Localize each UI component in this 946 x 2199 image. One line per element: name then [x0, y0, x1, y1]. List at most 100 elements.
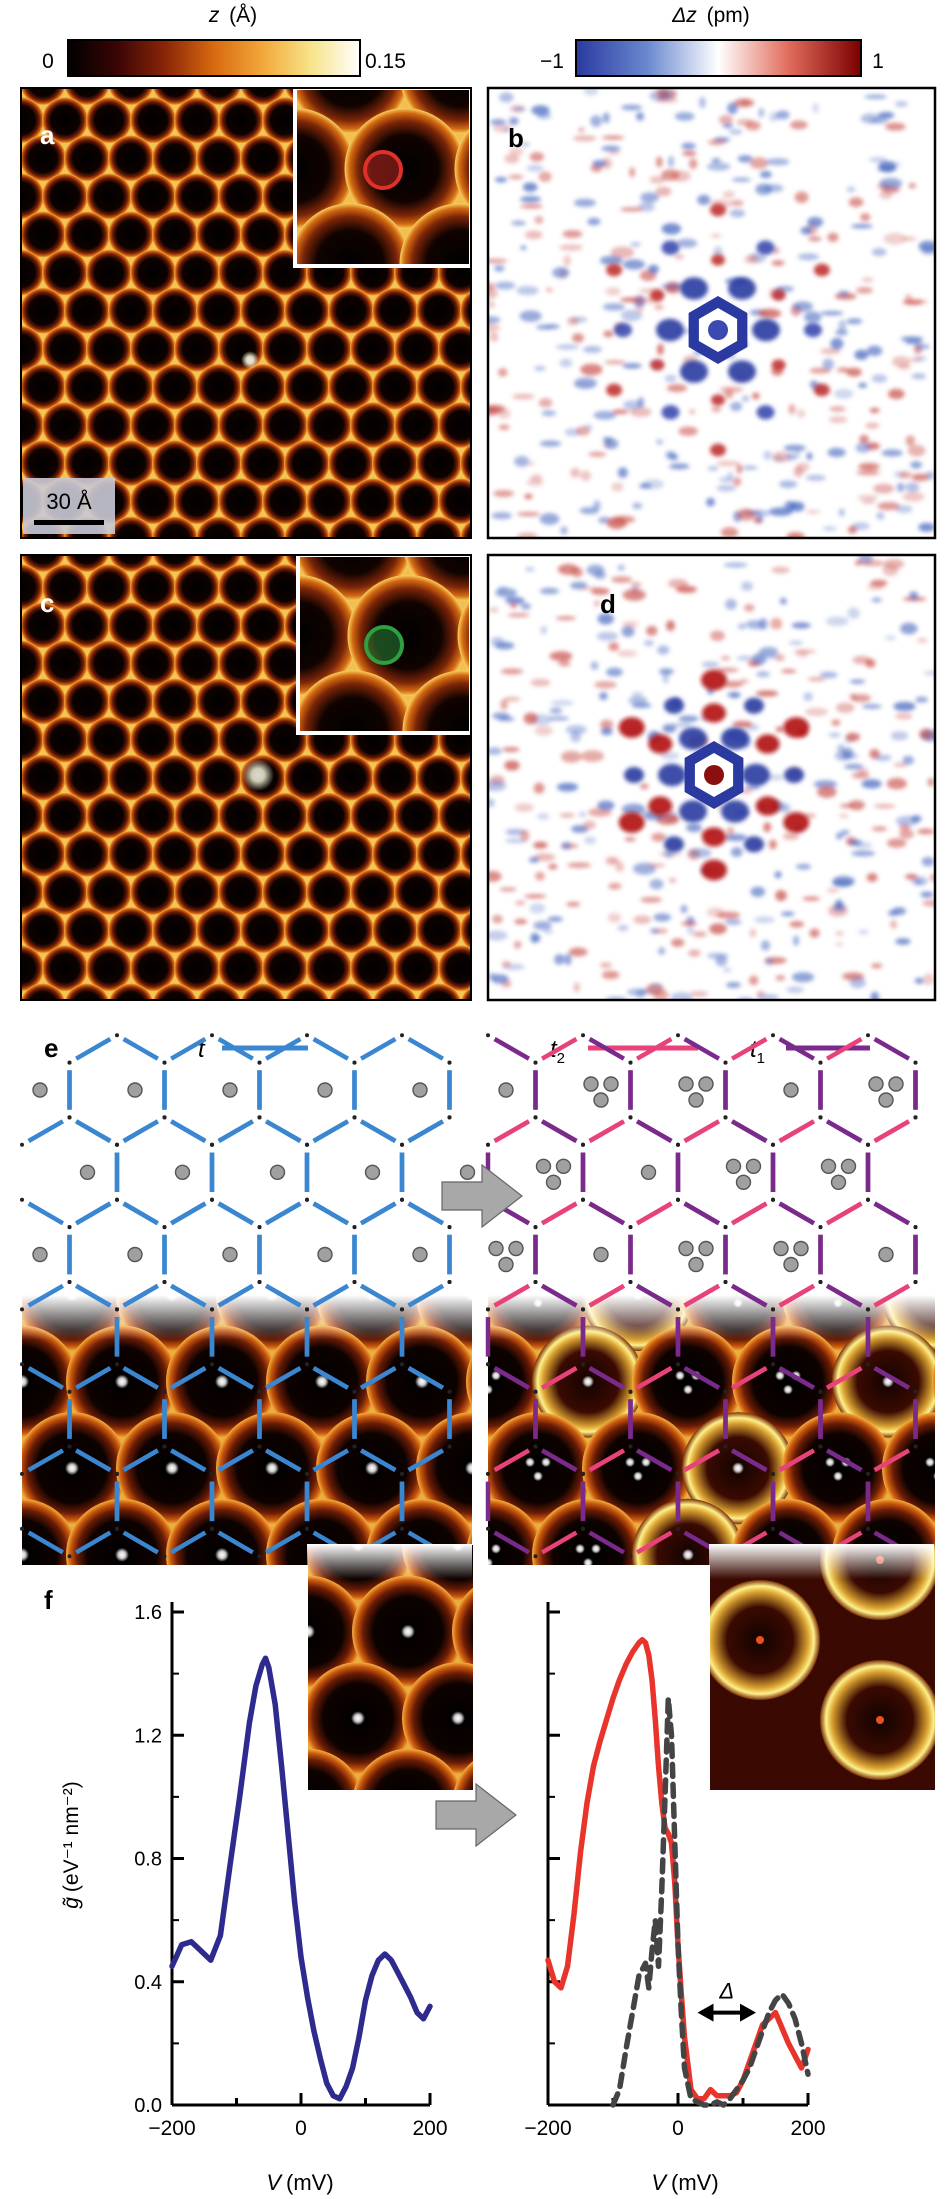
lattice-hole	[328, 440, 374, 487]
noise-blob	[758, 107, 765, 118]
noise-blob	[879, 190, 893, 200]
noise-blob	[730, 401, 743, 412]
lattice-hole	[416, 364, 462, 410]
noise-blob	[808, 236, 822, 242]
noise-blob	[869, 407, 880, 414]
y-tick-label: 0.4	[134, 1972, 162, 1994]
noise-blob	[519, 195, 542, 203]
noise-blob	[886, 838, 907, 848]
x-tick-label: −200	[524, 2117, 571, 2140]
lattice-hole	[240, 287, 286, 334]
co-molecule	[583, 1211, 593, 1221]
lattice-hole	[42, 716, 88, 763]
hopping-bond	[588, 1283, 626, 1308]
noise-blob	[854, 560, 863, 566]
noise-blob	[831, 719, 841, 726]
lattice-hole	[174, 792, 220, 839]
lattice-site	[866, 1197, 870, 1202]
noise-blob	[628, 696, 648, 705]
colorbar-right-bar	[575, 39, 862, 77]
co-molecule	[351, 1711, 365, 1726]
noise-blob	[520, 204, 544, 209]
ldos-hole	[632, 1325, 744, 1438]
ring-lobe	[784, 767, 804, 783]
lattice-hole	[416, 516, 462, 538]
hopping-bond	[312, 1037, 350, 1061]
hopping-bond	[635, 1201, 673, 1226]
hopping-bond	[27, 1530, 65, 1555]
noise-blob	[668, 877, 677, 884]
noise-blob	[720, 655, 731, 661]
noise-blob	[565, 725, 587, 735]
lattice-site	[771, 1033, 775, 1038]
lattice-hole	[64, 440, 110, 487]
lattice-hole	[372, 287, 418, 334]
noise-blob	[520, 829, 530, 842]
lattice-hole	[64, 831, 110, 877]
lattice-hole	[108, 907, 154, 954]
noise-blob	[525, 230, 543, 240]
lattice-site	[723, 1060, 728, 1065]
co-molecule	[174, 1164, 191, 1181]
noise-blob	[622, 589, 646, 601]
noise-blob	[667, 578, 689, 589]
co-molecule	[591, 1543, 601, 1554]
ring-lobe	[755, 796, 780, 816]
noise-blob	[856, 469, 880, 476]
co-molecule	[79, 1164, 96, 1181]
co-molecule	[65, 1634, 79, 1648]
hopping-bond	[540, 1283, 578, 1308]
lattice-hole	[21, 304, 22, 318]
lattice-hole	[416, 287, 462, 334]
noise-blob	[689, 991, 709, 997]
noise-blob	[590, 587, 610, 596]
lattice-hole	[196, 211, 242, 258]
noise-blob	[593, 410, 617, 420]
hopping-bond	[540, 1366, 578, 1390]
lattice-hole	[306, 402, 352, 448]
ldos-hole	[582, 1412, 694, 1525]
noise-blob	[514, 803, 534, 812]
noise-blob	[846, 186, 856, 193]
lattice-hole	[86, 564, 132, 611]
noise-blob	[697, 194, 711, 205]
ring-lobe	[728, 360, 756, 383]
noise-blob	[707, 466, 719, 471]
noise-blob	[529, 152, 545, 162]
ldos-hole	[0, 1585, 28, 1697]
colorbar-right-max: 1	[872, 50, 884, 73]
noise-blob	[567, 862, 591, 868]
noise-blob	[594, 571, 606, 580]
lattice-hole	[240, 364, 286, 410]
co-molecule	[725, 1158, 742, 1175]
noise-blob	[541, 410, 557, 417]
lattice-site	[486, 1033, 490, 1038]
ring-lobe	[702, 827, 726, 847]
noise-blob	[710, 233, 722, 238]
ring-lobe	[656, 318, 684, 342]
lattice-hole	[152, 135, 198, 182]
noise-blob	[617, 650, 637, 657]
f-arrow	[435, 1782, 517, 1848]
inset-hole	[455, 0, 576, 39]
noise-blob	[835, 832, 844, 840]
ldos-hole	[308, 1575, 364, 1688]
lattice-site	[447, 1280, 452, 1284]
ldos-hole	[482, 1585, 594, 1697]
lattice-hole	[482, 21, 528, 67]
lattice-hole	[64, 907, 110, 954]
lattice-hole	[21, 97, 44, 144]
noise-blob	[540, 625, 547, 635]
lattice-hole	[130, 325, 176, 372]
noise-blob	[900, 336, 924, 342]
noise-blob	[869, 157, 888, 163]
lattice-hole	[174, 325, 220, 372]
lattice-site	[162, 1225, 167, 1230]
noise-blob	[754, 916, 775, 924]
noise-blob	[744, 254, 759, 264]
noise-blob	[599, 692, 608, 701]
noise-blob	[606, 517, 627, 529]
noise-blob	[507, 613, 530, 618]
noise-blob	[807, 677, 826, 682]
hopping-bond	[873, 1448, 911, 1473]
